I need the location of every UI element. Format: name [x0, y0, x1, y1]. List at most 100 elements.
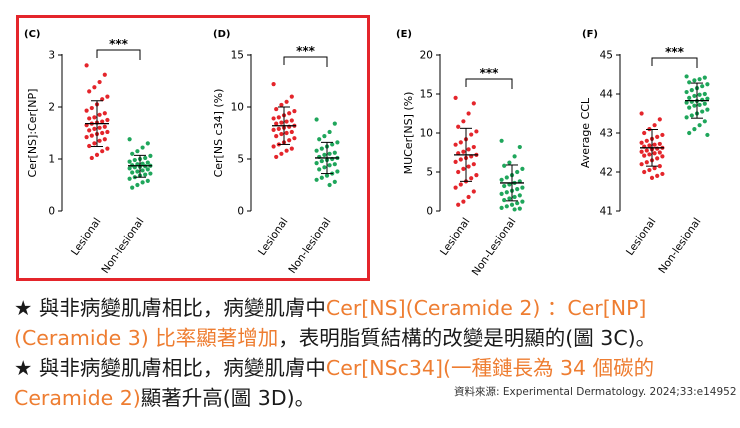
data-point [687, 130, 692, 136]
data-point [140, 161, 145, 166]
data-point [456, 202, 461, 207]
data-point [324, 173, 330, 178]
data-point [644, 138, 649, 143]
data-point [657, 141, 662, 147]
y-axis-label: Average CCL [579, 97, 592, 168]
data-point [276, 126, 281, 131]
data-point [647, 143, 652, 148]
data-point [504, 204, 509, 209]
y-tick-label: 44 [600, 89, 614, 101]
y-tick-label: 5 [426, 167, 433, 179]
panel-label: (E) [396, 29, 412, 40]
line2-highlight: (Ceramide 3) 比率顯著增加 [14, 326, 279, 350]
data-point [453, 95, 458, 100]
data-point [469, 132, 474, 137]
data-point [700, 97, 705, 102]
data-point [660, 132, 665, 138]
data-point [92, 85, 97, 90]
data-point [471, 101, 476, 106]
data-point [689, 113, 694, 118]
data-point [148, 171, 153, 176]
data-point [504, 190, 509, 195]
data-point [456, 124, 461, 129]
significance-bracket [283, 56, 328, 67]
data-point [276, 115, 281, 120]
data-point [287, 111, 292, 116]
data-point [130, 151, 135, 156]
data-point [87, 89, 92, 94]
line4-text: 顯著升高(圖 3D)。 [140, 386, 316, 410]
data-point [644, 160, 649, 165]
data-point [100, 97, 105, 102]
data-point [279, 151, 284, 156]
data-point [453, 142, 458, 147]
data-point [102, 72, 107, 77]
data-point [332, 179, 337, 184]
data-point [87, 116, 92, 121]
data-point [102, 111, 107, 116]
data-point [453, 159, 458, 164]
data-point [284, 148, 289, 153]
data-point [466, 111, 471, 116]
data-point [140, 180, 145, 185]
data-point [502, 163, 507, 168]
line3-text: ★ 與非病變肌膚相比，病變肌膚中 [14, 356, 326, 380]
data-point [332, 162, 337, 167]
data-point [105, 146, 110, 151]
line1-highlight: Cer[NS](Ceramide 2) ：Cer[NP] [325, 296, 647, 320]
significance-stars: *** [296, 44, 316, 58]
data-point [458, 182, 463, 187]
data-point [289, 129, 294, 135]
data-point [145, 160, 150, 165]
data-point [512, 207, 517, 212]
significance-bracket [96, 49, 141, 60]
y-tick-label: 43 [600, 128, 613, 140]
data-point [327, 163, 332, 168]
data-point [319, 158, 324, 164]
data-point [317, 167, 322, 172]
data-point [284, 119, 289, 124]
data-point [684, 89, 689, 95]
data-point [84, 63, 89, 68]
data-point [130, 185, 135, 190]
data-point [135, 149, 140, 154]
data-point [471, 144, 476, 150]
data-point [655, 134, 660, 139]
panel-label: (D) [213, 29, 230, 40]
description-line-1: ★ 與非病變肌膚相比，病變肌膚中Cer[NS](Ceramide 2) ：Cer… [14, 293, 736, 323]
data-point [474, 173, 479, 178]
description-line-2: (Ceramide 3) 比率顯著增加，表明脂質結構的改變是明顯的(圖 3C)。 [14, 323, 736, 353]
data-point [274, 106, 279, 112]
data-point [702, 91, 707, 97]
source-citation: 資料來源: Experimental Dermatology. 2024;33:… [454, 386, 737, 398]
data-point [314, 148, 319, 153]
data-point [87, 128, 92, 133]
data-point [684, 115, 689, 120]
data-point [319, 175, 324, 180]
description-line-3: ★ 與非病變肌膚相比，病變肌膚中Cer[NSc34](一種鏈長為 34 個碳的 [14, 353, 736, 383]
data-point [274, 134, 279, 139]
y-tick-label: 5 [237, 154, 244, 166]
data-point [327, 129, 332, 135]
data-point [271, 82, 276, 87]
data-point [639, 149, 644, 154]
data-point [502, 197, 507, 203]
data-point [105, 94, 110, 99]
data-point [271, 127, 276, 132]
data-point [97, 125, 102, 130]
data-point [135, 169, 140, 174]
panel-label: (F) [582, 29, 598, 40]
data-point [292, 109, 297, 114]
data-point [102, 137, 107, 142]
data-point [279, 120, 284, 125]
description-text: ★ 與非病變肌膚相比，病變肌膚中 Cer[NS](Ceramide 2) ：Cer… [14, 293, 736, 413]
data-point [652, 142, 657, 147]
data-point [657, 117, 662, 122]
data-point [284, 130, 289, 136]
data-point [145, 141, 150, 146]
data-point [705, 82, 710, 87]
data-point [332, 121, 337, 126]
data-point [84, 135, 89, 140]
data-point [644, 148, 649, 153]
data-point [322, 134, 327, 139]
